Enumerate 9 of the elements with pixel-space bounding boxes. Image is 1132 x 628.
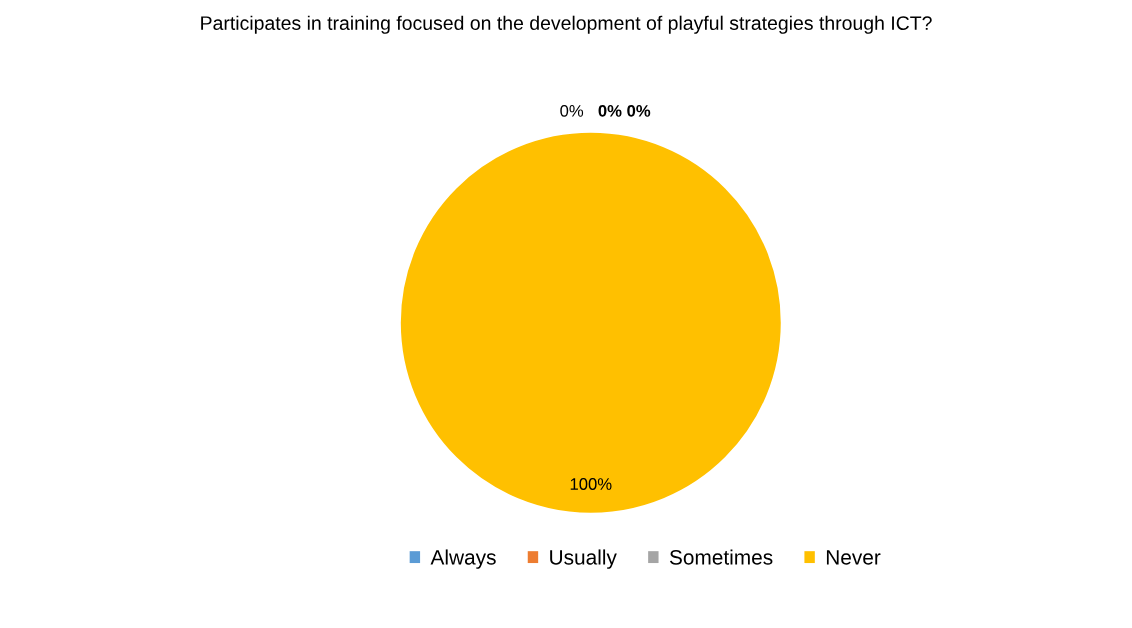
text: 0% <box>598 104 622 117</box>
text: 0% <box>560 104 584 117</box>
legend-label: Always <box>430 549 496 569</box>
legend-label: Usually <box>550 549 617 569</box>
text: 0% <box>627 104 651 117</box>
chart-title: Participates in training focused on the development of playful strategies through ICT? <box>201 15 932 34</box>
data-label: 100% <box>570 478 612 490</box>
legend-label: Never <box>826 550 881 565</box>
legend-label: Sometimes <box>669 549 773 565</box>
